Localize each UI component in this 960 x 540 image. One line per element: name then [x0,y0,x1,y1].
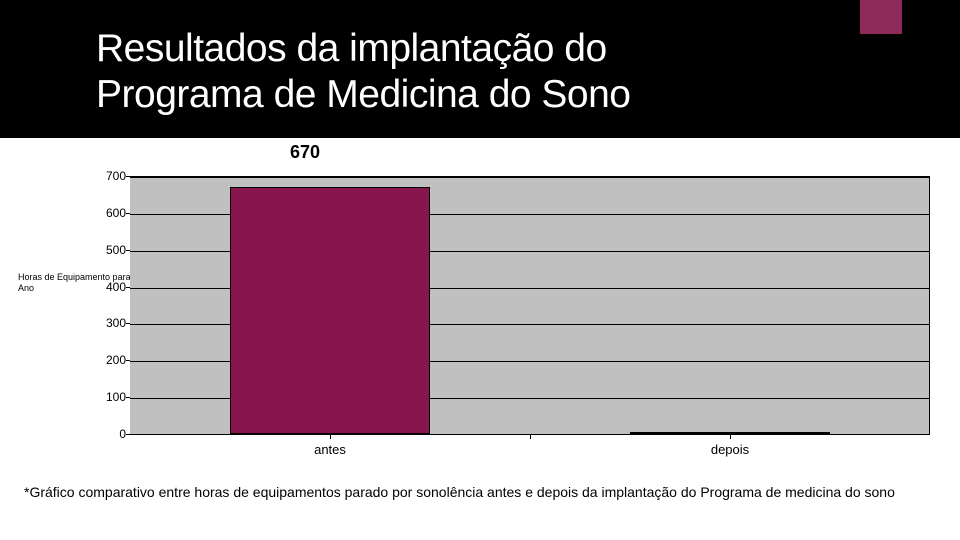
plot-area [130,176,930,434]
bar-fill [230,187,430,434]
y-tick-label: 0 [96,427,126,441]
y-tick-label: 600 [96,206,126,220]
accent-block [860,0,902,34]
x-axis [130,434,930,435]
y-tick-mark [126,323,130,324]
x-tick-mark [730,434,731,439]
title-line1: Resultados da implantação doPrograma de … [96,27,631,116]
x-tick-mark [330,434,331,439]
bar-chart: 0100200300400500600700 antesdepois [96,176,930,454]
y-tick-label: 200 [96,353,126,367]
y-tick-mark [126,397,130,398]
gridline [130,177,929,178]
y-tick-label: 700 [96,169,126,183]
value-label-antes: 670 [290,142,320,163]
y-tick-mark [126,176,130,177]
slide: Resultados da implantação doPrograma de … [0,0,960,540]
y-tick-label: 500 [96,243,126,257]
x-category-label: antes [270,442,390,457]
y-tick-mark [126,213,130,214]
y-tick-label: 400 [96,280,126,294]
y-tick-mark [126,250,130,251]
x-tick-mark [530,434,531,439]
y-tick-label: 300 [96,316,126,330]
x-category-label: depois [670,442,790,457]
bar-antes [230,187,430,434]
y-tick-label: 100 [96,390,126,404]
y-tick-mark [126,360,130,361]
y-tick-mark [126,287,130,288]
page-title: Resultados da implantação doPrograma de … [96,26,631,118]
footnote: *Gráfico comparativo entre horas de equi… [24,484,924,502]
